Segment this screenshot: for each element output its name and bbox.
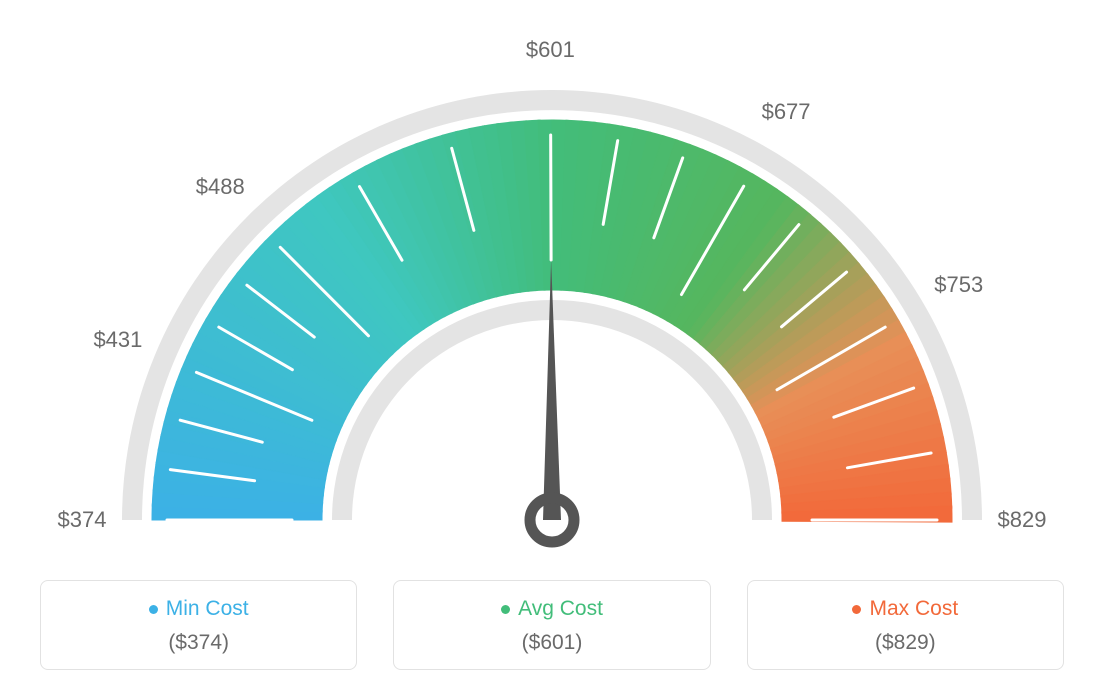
gauge-tick-label: $431 — [93, 327, 142, 353]
legend-value-max: ($829) — [758, 631, 1053, 655]
legend-card-avg: Avg Cost ($601) — [393, 580, 710, 670]
dot-icon — [501, 605, 510, 614]
legend-title-max: Max Cost — [852, 597, 958, 621]
dot-icon — [852, 605, 861, 614]
legend-title-text: Max Cost — [869, 597, 958, 621]
legend-value-avg: ($601) — [404, 631, 699, 655]
legend-card-max: Max Cost ($829) — [747, 580, 1064, 670]
legend-title-text: Min Cost — [166, 597, 249, 621]
gauge-tick-label: $488 — [196, 174, 245, 200]
gauge-chart: $374 $431 $488 $601 $677 $753 $829 — [0, 0, 1104, 560]
legend-title-text: Avg Cost — [518, 597, 603, 621]
dot-icon — [149, 605, 158, 614]
legend-card-min: Min Cost ($374) — [40, 580, 357, 670]
gauge-tick-label: $753 — [934, 272, 983, 298]
gauge-tick-label: $677 — [762, 99, 811, 125]
gauge-tick-label: $829 — [998, 507, 1047, 533]
legend-title-avg: Avg Cost — [501, 597, 603, 621]
legend-row: Min Cost ($374) Avg Cost ($601) Max Cost… — [0, 580, 1104, 670]
legend-title-min: Min Cost — [149, 597, 249, 621]
gauge-tick-label: $601 — [526, 37, 575, 63]
gauge-tick-label: $374 — [58, 507, 107, 533]
legend-value-min: ($374) — [51, 631, 346, 655]
